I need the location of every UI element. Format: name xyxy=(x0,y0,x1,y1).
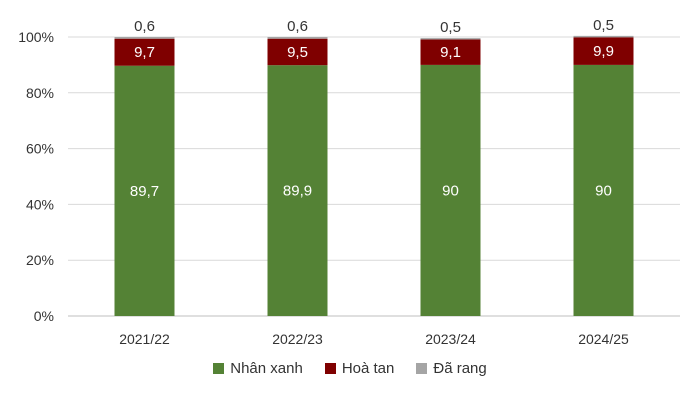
x-tick-label: 2024/25 xyxy=(578,331,629,347)
x-tick-label: 2023/24 xyxy=(425,331,476,347)
bar-segment xyxy=(420,38,481,40)
data-label: 0,5 xyxy=(440,19,461,36)
data-label: 89,7 xyxy=(130,183,159,200)
bar-segment xyxy=(114,65,175,316)
bar-segment xyxy=(114,38,175,66)
y-tick-label: 80% xyxy=(26,85,54,101)
bar-segment xyxy=(420,64,481,317)
bar-segment xyxy=(267,65,328,316)
data-label: 9,7 xyxy=(134,44,155,61)
bar-segment xyxy=(267,37,328,39)
bar-segment xyxy=(420,39,481,65)
legend-swatch xyxy=(416,363,428,374)
bar-segment xyxy=(114,37,175,39)
legend-label: Hoà tan xyxy=(341,360,395,377)
data-label: 89,9 xyxy=(283,183,312,200)
data-label: 9,9 xyxy=(593,43,614,60)
legend-item: Hoà tan xyxy=(324,360,395,377)
data-label: 90 xyxy=(442,182,459,199)
legend-label: Đã rang xyxy=(433,360,487,377)
legend-swatch xyxy=(213,363,225,374)
data-label: 9,5 xyxy=(287,44,308,61)
data-label: 0,5 xyxy=(593,17,614,34)
legend-swatch xyxy=(324,363,336,374)
data-label: 0,6 xyxy=(287,18,308,35)
bar-segment xyxy=(573,37,634,65)
bar-segment xyxy=(573,64,634,317)
x-tick-label: 2021/22 xyxy=(119,331,170,347)
data-label: 0,6 xyxy=(134,18,155,35)
bars: 89,7 9,7 0,6 89,9 9,5 0,6 90 9,1 0,5 90 9,9 0,5 xyxy=(114,17,634,317)
data-label: 90 xyxy=(595,182,612,199)
y-tick-label: 60% xyxy=(26,141,54,157)
y-axis: 0% 20% 40% 60% 80% 100% xyxy=(18,29,54,324)
data-label: 9,1 xyxy=(440,44,461,61)
legend-item: Nhân xanh xyxy=(213,360,303,377)
legend-item: Đã rang xyxy=(416,360,487,377)
x-tick-label: 2022/23 xyxy=(272,331,323,347)
legend: Nhân xanh Hoà tan Đã rang xyxy=(0,360,700,377)
legend-label: Nhân xanh xyxy=(230,360,303,377)
x-axis: 2021/22 2022/23 2023/24 2024/25 xyxy=(119,331,629,347)
y-tick-label: 40% xyxy=(26,196,54,212)
bar-segment xyxy=(573,35,634,38)
y-tick-label: 100% xyxy=(18,29,54,45)
y-tick-label: 20% xyxy=(26,252,54,268)
bar-segment xyxy=(267,38,328,66)
y-tick-label: 0% xyxy=(34,308,54,324)
